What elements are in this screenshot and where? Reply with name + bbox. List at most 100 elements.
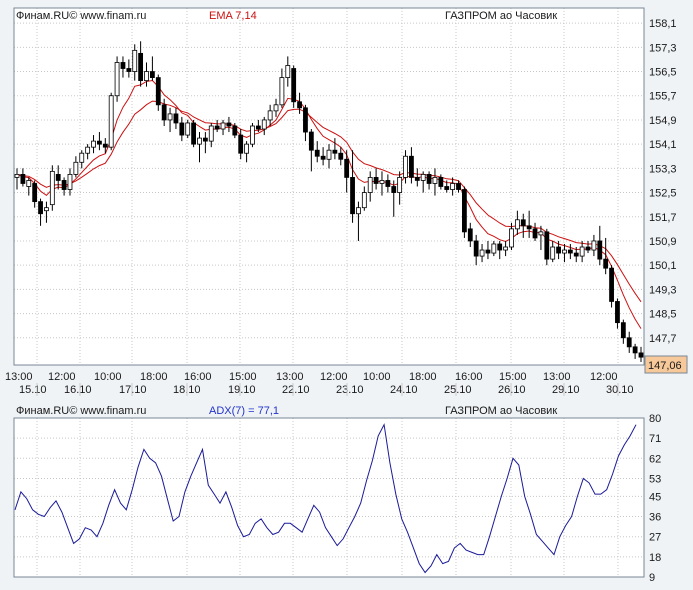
x-date-label: 22.10: [282, 384, 310, 396]
candle-body-up: [108, 95, 114, 148]
candle-body-down: [461, 189, 467, 233]
candle-body-down: [556, 246, 561, 254]
candle-body-down: [350, 177, 355, 215]
candle-body-up: [197, 137, 202, 145]
candle-body-down: [226, 122, 232, 127]
price-y-tick-label: 158,1: [649, 18, 677, 30]
candle: [532, 222, 538, 241]
candle-body-up: [591, 240, 597, 251]
candle: [149, 56, 155, 81]
x-time-label: 12:00: [320, 371, 348, 383]
candle-body-up: [167, 113, 173, 121]
candle: [85, 144, 91, 160]
candle-body-up: [250, 125, 255, 145]
candle: [332, 138, 338, 160]
candle: [361, 186, 367, 211]
candle: [461, 186, 467, 238]
candle: [338, 147, 344, 166]
adx-y-tick-label: 53: [649, 473, 661, 485]
candle-body-up: [85, 146, 91, 154]
candle: [273, 98, 279, 117]
candle-body-down: [338, 152, 344, 160]
candle-body-down: [161, 104, 167, 121]
candle: [432, 168, 438, 196]
candle: [603, 237, 609, 275]
candle: [403, 150, 408, 184]
price-y-tick-label: 151,7: [649, 212, 677, 224]
candle-body-down: [344, 158, 350, 178]
candle: [485, 240, 491, 260]
candle: [38, 198, 43, 226]
candle-body-up: [285, 65, 291, 78]
adx-panel-frame: [13, 417, 645, 578]
x-axis-time-labels: 13:00 12:00 10:00 18:00 16:00 15:00 13:00 12:00…: [5, 371, 618, 383]
candle: [208, 122, 214, 148]
candle: [438, 174, 444, 190]
candle-body-up: [132, 49, 138, 72]
candle: [538, 225, 544, 251]
ema-legend-label: EMA 7,14: [209, 10, 257, 22]
price-y-tick-label: 149,3: [649, 284, 677, 296]
candle-body-up: [514, 219, 520, 230]
candle-body-down: [291, 68, 297, 103]
candle-body-down: [609, 267, 614, 302]
candle-body-up: [273, 104, 279, 112]
candle: [597, 225, 603, 266]
candle-body-up: [379, 180, 385, 184]
candle: [214, 119, 220, 133]
candle-body-down: [497, 243, 503, 251]
candle-body-up: [562, 249, 567, 254]
candle-body-down: [320, 155, 326, 160]
candle: [491, 240, 497, 257]
candle: [385, 174, 391, 193]
price-y-tick-label: 150,1: [649, 260, 677, 272]
ema-14-line: [16, 100, 642, 303]
candle-body-down: [585, 246, 591, 251]
candle: [79, 150, 85, 169]
candle-body-down: [126, 68, 132, 72]
candle-body-down: [314, 149, 320, 157]
candle-body-down: [409, 155, 414, 178]
candle-body-up: [579, 246, 585, 257]
candle-body-down: [414, 177, 420, 181]
x-time-label: 15:00: [499, 371, 527, 383]
adx-y-axis: 80 71 62 53 45 36 27 18 9: [649, 413, 661, 584]
candle-body-up: [185, 122, 191, 136]
candle-body-up: [538, 231, 544, 236]
x-time-label: 18:00: [140, 371, 168, 383]
price-instrument-title: ГАЗПРОМ ао Часовик: [445, 10, 557, 22]
price-y-tick-label: 148,5: [649, 309, 677, 321]
x-date-label: 19.10: [228, 384, 256, 396]
adx-header-source: Финам.RU© www.finam.ru: [16, 405, 146, 417]
x-time-label: 16:00: [184, 371, 212, 383]
adx-y-tick-label: 45: [649, 491, 661, 503]
candle: [197, 132, 202, 163]
candle: [173, 107, 179, 130]
candle: [179, 116, 185, 142]
candle: [579, 240, 585, 263]
candle: [185, 119, 191, 139]
candle: [202, 132, 208, 154]
candle: [367, 171, 373, 202]
candle: [161, 98, 167, 126]
candle-body-down: [97, 140, 102, 145]
candle-body-down: [179, 122, 185, 136]
candle: [526, 210, 532, 238]
x-date-label: 25.10: [444, 384, 472, 396]
current-price-label: 147,06: [648, 360, 682, 372]
candle: [344, 150, 350, 193]
candle: [285, 56, 291, 87]
candle-body-up: [356, 207, 361, 215]
price-y-tick-label: 157,3: [649, 42, 677, 54]
candle-body-up: [144, 71, 149, 82]
candle: [155, 74, 161, 111]
x-time-label: 13:00: [543, 371, 571, 383]
x-time-label: 15:00: [229, 371, 257, 383]
candle: [303, 104, 308, 142]
candle: [261, 116, 267, 136]
candle-body-up: [361, 192, 367, 209]
candle: [49, 165, 55, 211]
candle: [420, 171, 426, 193]
adx-y-tick-label: 71: [649, 433, 661, 445]
